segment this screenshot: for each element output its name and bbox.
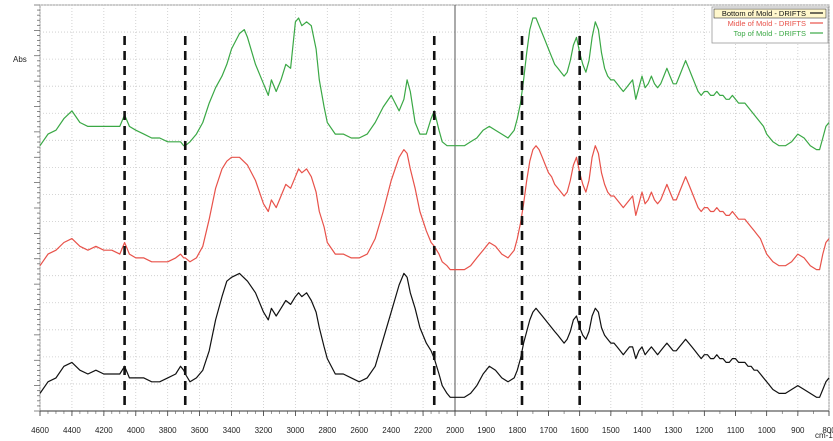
x-tick-label: 1400 [633,426,651,435]
y-axis-ticks [34,4,40,412]
legend-entry-label: Bottom of Mold - DRIFTS [722,9,806,18]
x-tick-label: 4600 [31,426,49,435]
series-line [39,17,830,151]
x-tick-label: 3400 [223,426,241,435]
series-line [39,145,830,271]
y-axis-label: Abs [13,55,27,64]
x-tick-label: 2000 [446,426,464,435]
x-tick-label: 1600 [571,426,589,435]
x-axis-label: cm-1 [815,431,833,440]
x-axis: 4600 4400 4200 4000 3800 3600 3400 3200 3000 2800… [31,410,833,435]
x-tick-label: 2600 [350,426,368,435]
x-tick-label: 1100 [727,426,745,435]
x-tick-label: 3600 [191,426,209,435]
x-tick-label: 1000 [758,426,776,435]
x-tick-label: 4000 [127,426,145,435]
legend-entry-label: Midle of Mold - DRIFTS [728,19,806,28]
x-tick-label: 3000 [286,426,304,435]
x-tick-label: 3200 [255,426,273,435]
x-tick-label: 1500 [602,426,620,435]
x-tick-label: 1300 [664,426,682,435]
x-tick-label: 4200 [95,426,113,435]
x-tick-label: 1200 [695,426,713,435]
x-tick-label: 1900 [477,426,495,435]
legend-entry-label: Top of Mold - DRIFTS [733,29,806,38]
x-tick-label: 1800 [508,426,526,435]
x-tick-label: 4400 [63,426,81,435]
x-tick-label: 800 [822,426,833,435]
series-line [39,272,830,398]
x-tick-label: 2400 [382,426,400,435]
series-layer [39,17,830,398]
x-tick-label: 2800 [318,426,336,435]
x-tick-label: 3800 [159,426,177,435]
x-tick-label: 900 [791,426,805,435]
x-tick-label: 1700 [540,426,558,435]
legend-highlight [713,8,827,19]
x-tick-label: 2200 [414,426,432,435]
reference-lines [123,36,581,411]
